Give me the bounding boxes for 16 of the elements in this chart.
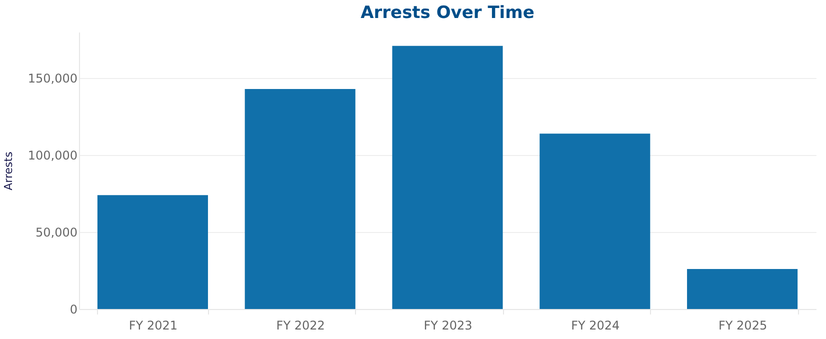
bar bbox=[540, 134, 650, 309]
bar bbox=[97, 195, 208, 309]
bar bbox=[244, 88, 356, 309]
y-tick-label: 100,000 bbox=[28, 148, 78, 163]
x-tick-label: FY 2023 bbox=[424, 318, 472, 332]
y-tick-label: 50,000 bbox=[36, 226, 78, 240]
y-tick-label: 150,000 bbox=[28, 72, 78, 86]
y-tick-label: 0 bbox=[70, 302, 78, 316]
y-axis-title: Arrests bbox=[2, 151, 15, 190]
bar bbox=[687, 268, 798, 309]
x-tick-label: FY 2024 bbox=[571, 318, 620, 332]
bar bbox=[392, 46, 503, 309]
x-tick-label: FY 2022 bbox=[276, 318, 325, 332]
x-tick-label: FY 2021 bbox=[128, 318, 178, 332]
x-tick-label: FY 2025 bbox=[718, 318, 768, 332]
chart-title: Arrests Over Time bbox=[360, 3, 534, 23]
